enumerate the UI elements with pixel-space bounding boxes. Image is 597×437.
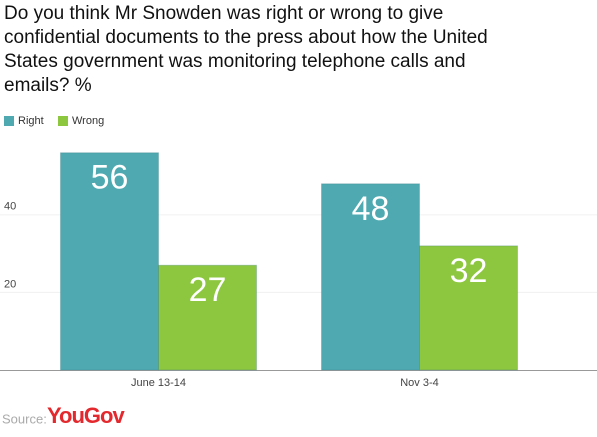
value-label: 27 [189, 271, 227, 309]
source-name: YouGov [47, 403, 125, 428]
bar [60, 152, 159, 371]
value-label: 56 [91, 159, 129, 197]
bar [419, 245, 518, 371]
legend-label: Wrong [72, 115, 104, 127]
legend-label: Right [18, 115, 44, 127]
x-tick-label: Nov 3-4 [400, 377, 439, 389]
bar [321, 183, 420, 371]
y-tick-label: 40 [4, 201, 16, 213]
value-label: 48 [352, 190, 390, 228]
legend-swatch [58, 116, 68, 126]
chart-title: emails? % [4, 75, 92, 96]
y-tick-label: 20 [4, 278, 16, 290]
bar [158, 264, 257, 371]
source-label: Source: [2, 411, 47, 426]
legend-swatch [4, 116, 14, 126]
chart-title: confidential documents to the press abou… [4, 27, 488, 48]
chart-title: States government was monitoring telepho… [4, 51, 466, 72]
value-label: 32 [450, 252, 488, 290]
x-tick-label: June 13-14 [131, 377, 186, 389]
chart-title: Do you think Mr Snowden was right or wro… [4, 3, 443, 24]
